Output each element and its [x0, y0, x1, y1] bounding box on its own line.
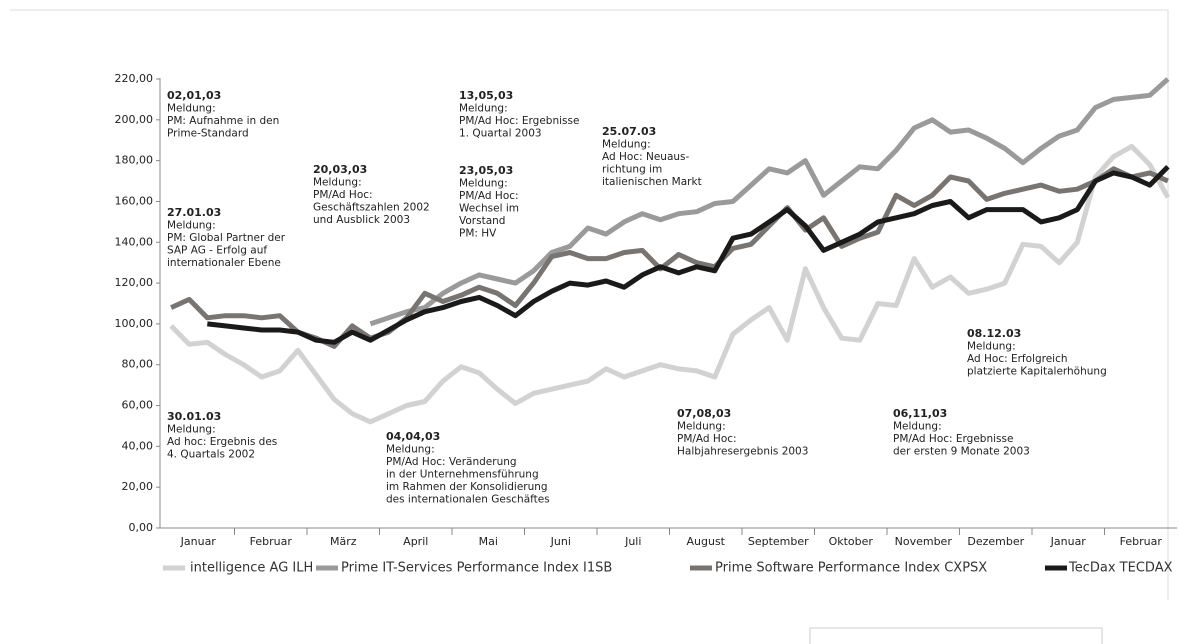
- annotation-text: Prime-Standard: [167, 128, 249, 140]
- annotation-text: Meldung:: [167, 220, 216, 232]
- annotation-text: PM: HV: [459, 228, 497, 240]
- annotation-text: Meldung:: [677, 421, 726, 433]
- annotation-text: des internationalen Geschäftes: [386, 494, 550, 506]
- x-tick-label: Oktober: [829, 535, 874, 548]
- footer-box: [809, 627, 1103, 644]
- legend-label: intelligence AG ILH: [190, 561, 313, 576]
- y-tick-label: 80,00: [122, 358, 154, 371]
- x-tick-label: Januar: [1050, 535, 1087, 548]
- legend-label: Prime IT-Services Performance Index I1SB: [341, 561, 612, 576]
- annotation-text: Meldung:: [893, 421, 942, 433]
- series-line: [169, 143, 1171, 425]
- y-tick-label: 180,00: [115, 154, 154, 167]
- annotation-text: Meldung:: [459, 103, 508, 115]
- series-line: [207, 165, 1170, 345]
- annotation-text: PM/Ad Hoc: Ergebnisse: [459, 115, 579, 127]
- annotation-text: PM: Global Partner der: [167, 232, 286, 244]
- annotation-date: 06,11,03: [893, 407, 947, 420]
- annotation-date: 23,05,03: [459, 164, 513, 177]
- annotation-date: 02,01,03: [167, 89, 221, 102]
- x-tick-label: April: [403, 535, 428, 548]
- annotation-date: 04,04,03: [386, 430, 440, 443]
- annotation-date: 08.12.03: [967, 327, 1021, 340]
- annotation-text: SAP AG - Erfolg auf: [167, 245, 267, 257]
- x-tick-label: August: [687, 535, 726, 548]
- annotation-text: Geschäftszahlen 2002: [313, 202, 430, 214]
- legend-label: TecDax TECDAX: [1068, 561, 1173, 576]
- annotation-text: Meldung:: [313, 177, 362, 189]
- annotation-text: 4. Quartals 2002: [167, 449, 255, 461]
- x-tick-label: November: [895, 535, 953, 548]
- annotation-text: in der Unternehmensführung: [386, 469, 539, 481]
- y-tick-label: 200,00: [115, 113, 154, 126]
- annotation-text: richtung im: [602, 164, 662, 176]
- frame: [10, 9, 1169, 600]
- annotation-date: 25.07.03: [602, 125, 656, 138]
- annotation-text: Ad Hoc: Erfolgreich: [967, 353, 1068, 365]
- x-tick-label: Februar: [1120, 535, 1163, 548]
- y-tick-label: 140,00: [115, 235, 154, 248]
- y-tick-label: 20,00: [122, 480, 154, 493]
- annotation-text: Ad hoc: Ergebnis des: [167, 436, 277, 448]
- annotation-text: PM/Ad Hoc:: [677, 433, 737, 445]
- y-tick-label: 160,00: [115, 194, 154, 207]
- annotation-text: Meldung:: [602, 139, 651, 151]
- annotation-text: der ersten 9 Monate 2003: [893, 446, 1030, 458]
- annotation-text: PM/Ad Hoc: Veränderung: [386, 456, 517, 468]
- annotation-text: PM/Ad Hoc:: [459, 190, 519, 202]
- annotation-text: italienischen Markt: [602, 176, 702, 188]
- annotation-text: Meldung:: [167, 424, 216, 436]
- annotation-text: Meldung:: [167, 103, 216, 115]
- annotation-text: Vorstand: [459, 215, 505, 227]
- annotation-text: PM: Aufnahme in den: [167, 115, 279, 127]
- y-tick-label: 100,00: [115, 317, 154, 330]
- annotation-text: Meldung:: [459, 178, 508, 190]
- annotation-date: 13,05,03: [459, 89, 513, 102]
- x-tick-label: Januar: [180, 535, 217, 548]
- legend-label: Prime Software Performance Index CXPSX: [715, 561, 987, 576]
- annotation-text: Meldung:: [386, 444, 435, 456]
- y-tick-label: 120,00: [115, 276, 154, 289]
- annotation-text: Halbjahresergebnis 2003: [677, 446, 808, 458]
- annotation-text: PM/Ad Hoc: Ergebnisse: [893, 433, 1013, 445]
- annotation-text: PM/Ad Hoc:: [313, 189, 373, 201]
- annotation-text: 1. Quartal 2003: [459, 128, 542, 140]
- annotation-text: Wechsel im: [459, 203, 519, 215]
- x-tick-label: März: [330, 535, 357, 548]
- x-tick-label: Mai: [479, 535, 498, 548]
- x-tick-label: Dezember: [967, 535, 1024, 548]
- annotation-text: Ad Hoc: Neuaus-: [602, 151, 689, 163]
- series-line: [369, 77, 1170, 327]
- annotation-date: 27.01.03: [167, 206, 221, 219]
- x-tick-label: Juni: [550, 535, 571, 548]
- x-tick-label: September: [748, 535, 809, 548]
- y-tick-label: 0,00: [129, 521, 154, 534]
- annotation-text: im Rahmen der Konsolidierung: [386, 481, 548, 493]
- annotation-date: 07,08,03: [677, 407, 731, 420]
- annotation-text: internationaler Ebene: [167, 257, 281, 269]
- y-tick-label: 220,00: [115, 72, 154, 85]
- x-tick-label: Februar: [250, 535, 293, 548]
- annotation-text: Meldung:: [967, 341, 1016, 353]
- x-tick-label: Juli: [624, 535, 641, 548]
- annotation-date: 30.01.03: [167, 410, 221, 423]
- y-tick-label: 40,00: [122, 439, 154, 452]
- annotation-date: 20,03,03: [313, 163, 367, 176]
- annotation-text: und Ausblick 2003: [313, 214, 410, 226]
- y-tick-label: 60,00: [122, 399, 154, 412]
- annotation-text: platzierte Kapitalerhöhung: [967, 366, 1107, 378]
